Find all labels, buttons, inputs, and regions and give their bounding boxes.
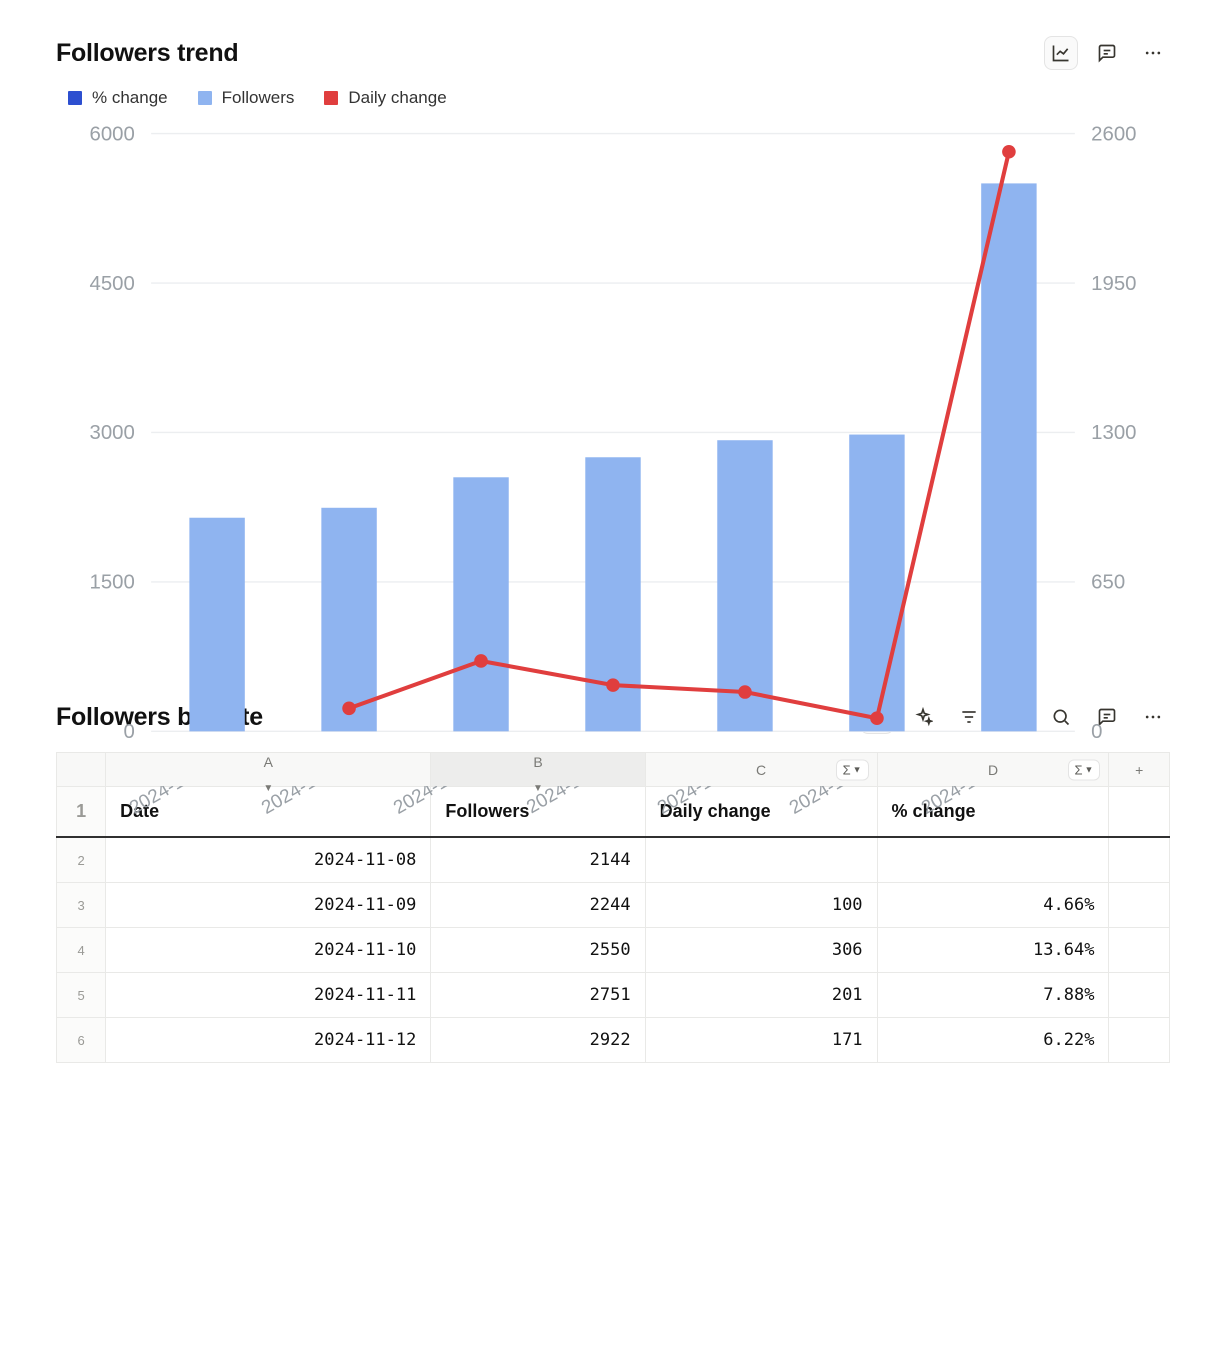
- aggregate-pill[interactable]: Σ ▼: [1068, 759, 1101, 780]
- column-header-D[interactable]: D Σ ▼: [877, 753, 1109, 787]
- line-marker: [474, 654, 488, 668]
- legend-label: Daily change: [348, 88, 446, 108]
- line-series: [349, 152, 1009, 718]
- more-button[interactable]: [1136, 36, 1170, 70]
- chart-header: Followers trend: [56, 36, 1170, 70]
- cell[interactable]: 306: [645, 928, 877, 973]
- cell[interactable]: 2751: [431, 973, 645, 1018]
- chart-legend: % change Followers Daily change: [68, 88, 1170, 108]
- cell[interactable]: 2024-11-10: [106, 928, 431, 973]
- cell-value: 2550: [590, 940, 631, 960]
- line-marker: [606, 678, 620, 692]
- chart-toolbar: [1044, 36, 1170, 70]
- chart-title: Followers trend: [56, 39, 238, 68]
- legend-item[interactable]: Daily change: [324, 88, 446, 108]
- chart-canvas: 0150030004500600006501300195026002024-11…: [56, 120, 1170, 590]
- table-row[interactable]: 5 2024-11-11 2751 201 7.88%: [57, 973, 1170, 1018]
- line-chart-icon: [1051, 43, 1071, 63]
- row-number[interactable]: 6: [57, 1018, 106, 1063]
- svg-text:0: 0: [123, 721, 134, 743]
- svg-text:1950: 1950: [1091, 273, 1136, 295]
- svg-text:2600: 2600: [1091, 123, 1136, 145]
- row-number[interactable]: 5: [57, 973, 106, 1018]
- column-letter: A: [264, 754, 273, 770]
- cell-value: 6.22%: [1043, 1030, 1094, 1050]
- cell-value: 4.66%: [1043, 895, 1094, 915]
- add-column-button[interactable]: +: [1109, 753, 1170, 787]
- table-row[interactable]: 4 2024-11-10 2550 306 13.64%: [57, 928, 1170, 973]
- row-number[interactable]: 4: [57, 928, 106, 973]
- bar: [849, 435, 904, 732]
- cell[interactable]: 100: [645, 883, 877, 928]
- comment-icon: [1097, 43, 1117, 63]
- cell[interactable]: 2922: [431, 1018, 645, 1063]
- cell[interactable]: 171: [645, 1018, 877, 1063]
- chevron-down-icon[interactable]: ▼: [263, 783, 273, 794]
- svg-text:1500: 1500: [90, 572, 135, 594]
- cell[interactable]: 7.88%: [877, 973, 1109, 1018]
- table-row[interactable]: 6 2024-11-12 2922 171 6.22%: [57, 1018, 1170, 1063]
- bar: [189, 518, 244, 732]
- line-marker: [342, 702, 356, 716]
- comment-button[interactable]: [1090, 36, 1124, 70]
- svg-text:3000: 3000: [90, 422, 135, 444]
- cell[interactable]: 2550: [431, 928, 645, 973]
- column-header-A[interactable]: A▼: [106, 753, 431, 787]
- cell-value: 2024-11-10: [314, 940, 416, 960]
- column-header-C[interactable]: C Σ ▼: [645, 753, 877, 787]
- cell-value: 306: [832, 940, 863, 960]
- cell-value: 13.64%: [1033, 940, 1094, 960]
- column-letter: B: [533, 754, 542, 770]
- more-icon: [1143, 43, 1163, 63]
- cell[interactable]: 2244: [431, 883, 645, 928]
- column-letter: D: [988, 762, 998, 778]
- chevron-down-icon[interactable]: ▼: [533, 783, 543, 794]
- corner-cell: [57, 753, 106, 787]
- column-header-B[interactable]: B▼: [431, 753, 645, 787]
- cell-value: 2922: [590, 1030, 631, 1050]
- cell[interactable]: 2024-11-12: [106, 1018, 431, 1063]
- cell-value: 2024-11-12: [314, 1030, 416, 1050]
- legend-label: % change: [92, 88, 168, 108]
- bar: [321, 508, 376, 732]
- chart-type-button[interactable]: [1044, 36, 1078, 70]
- svg-text:4500: 4500: [90, 273, 135, 295]
- cell[interactable]: 4.66%: [877, 883, 1109, 928]
- legend-label: Followers: [222, 88, 295, 108]
- cell-value: 201: [832, 985, 863, 1005]
- legend-swatch: [324, 91, 338, 105]
- cell[interactable]: 13.64%: [877, 928, 1109, 973]
- legend-swatch: [198, 91, 212, 105]
- cell-value: 7.88%: [1043, 985, 1094, 1005]
- line-marker: [870, 711, 884, 725]
- cell-value: 2024-11-09: [314, 895, 416, 915]
- line-marker: [738, 685, 752, 699]
- cell-value: 2024-11-11: [314, 985, 416, 1005]
- cell-value: 2751: [590, 985, 631, 1005]
- line-marker: [1002, 145, 1016, 159]
- row-number[interactable]: 3: [57, 883, 106, 928]
- cell[interactable]: 2024-11-09: [106, 883, 431, 928]
- legend-item[interactable]: Followers: [198, 88, 295, 108]
- svg-text:6000: 6000: [90, 123, 135, 145]
- svg-text:650: 650: [1091, 572, 1125, 594]
- legend-item[interactable]: % change: [68, 88, 168, 108]
- cell[interactable]: 2024-11-11: [106, 973, 431, 1018]
- bar: [981, 183, 1036, 731]
- table-row[interactable]: 3 2024-11-09 2244 100 4.66%: [57, 883, 1170, 928]
- column-letter: C: [756, 762, 766, 778]
- aggregate-pill[interactable]: Σ ▼: [836, 759, 869, 780]
- bar: [453, 477, 508, 731]
- cell-value: 171: [832, 1030, 863, 1050]
- cell[interactable]: 201: [645, 973, 877, 1018]
- svg-text:0: 0: [1091, 721, 1102, 743]
- cell-value: 2244: [590, 895, 631, 915]
- svg-text:1300: 1300: [1091, 422, 1136, 444]
- cell-value: 100: [832, 895, 863, 915]
- cell[interactable]: 6.22%: [877, 1018, 1109, 1063]
- legend-swatch: [68, 91, 82, 105]
